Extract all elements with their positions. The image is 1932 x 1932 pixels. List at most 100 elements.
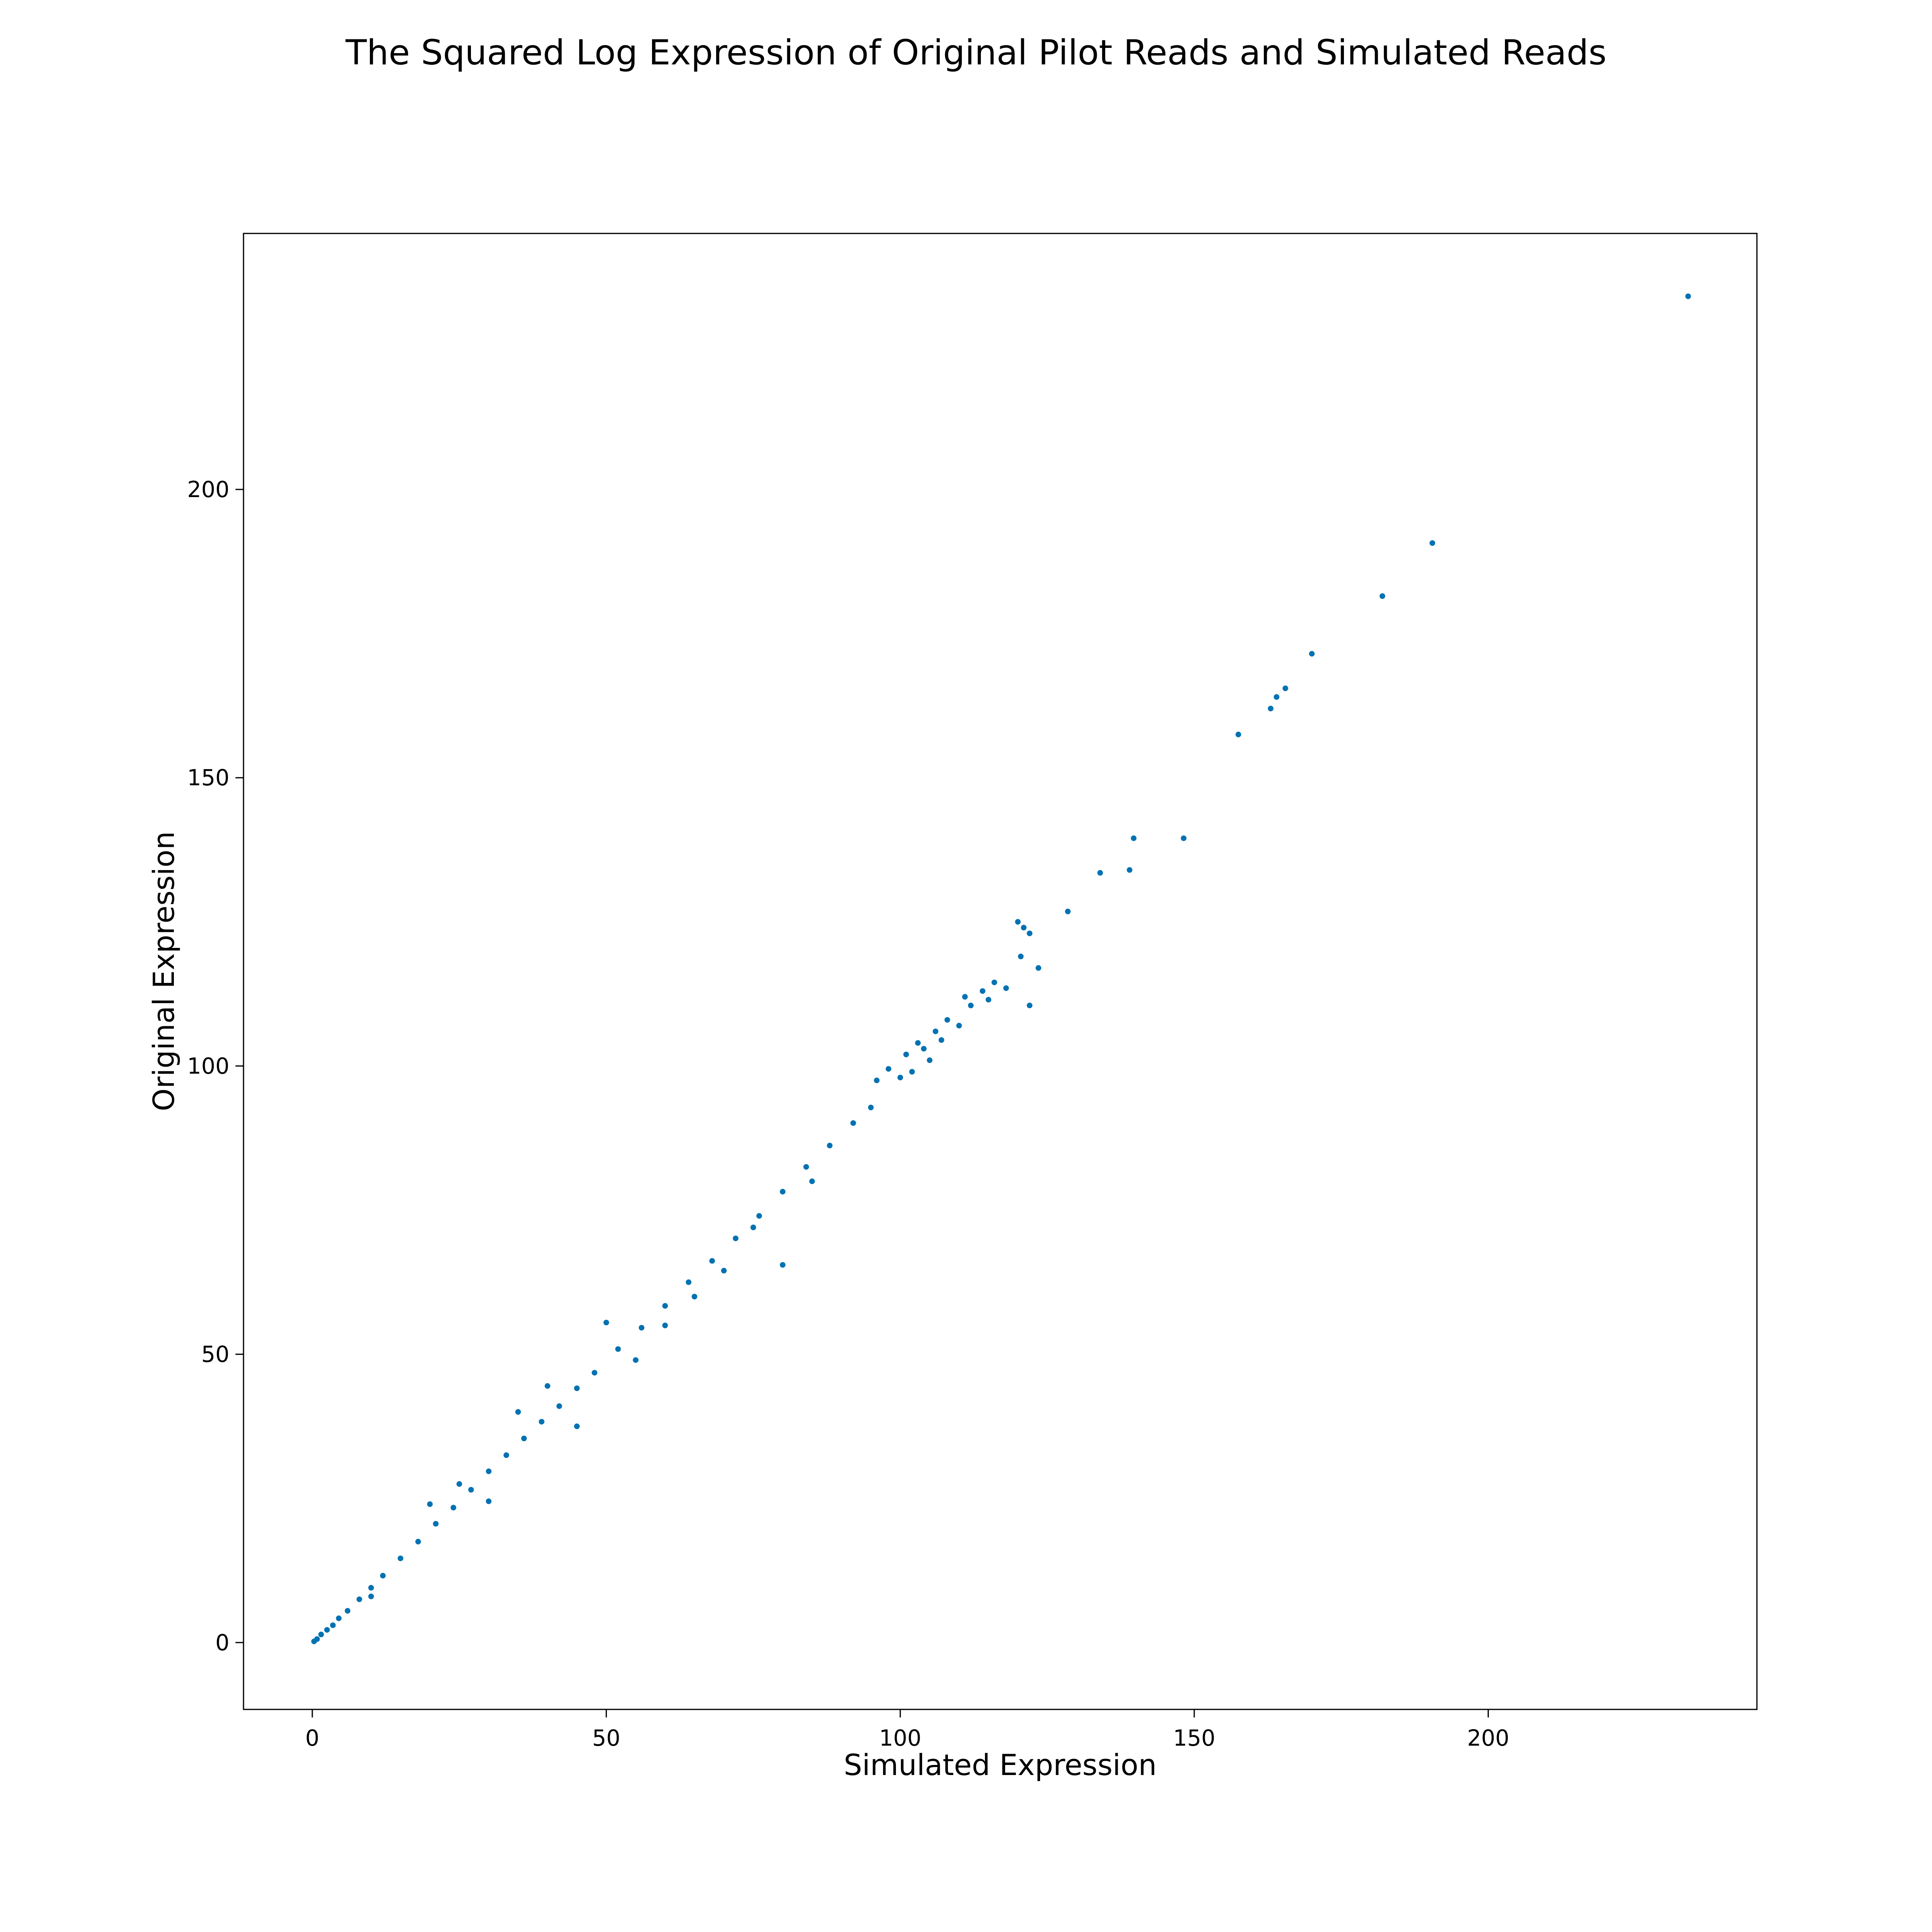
data-point (468, 1487, 474, 1493)
data-point (515, 1409, 521, 1415)
data-point (450, 1505, 456, 1511)
data-point (944, 1017, 950, 1023)
y-tick-label: 50 (201, 1342, 229, 1367)
data-point (927, 1057, 933, 1063)
data-point (1003, 985, 1009, 991)
data-point (933, 1028, 939, 1034)
data-point (615, 1346, 621, 1352)
data-point (1097, 870, 1103, 876)
data-point (1267, 706, 1274, 712)
data-points (311, 293, 1691, 1644)
data-point (1282, 685, 1288, 691)
data-point (574, 1385, 580, 1391)
data-point (415, 1539, 421, 1545)
data-point (1309, 651, 1315, 657)
data-point (780, 1262, 786, 1268)
data-point (1429, 540, 1435, 546)
data-point (336, 1615, 342, 1621)
x-tick-label: 200 (1467, 1725, 1509, 1751)
data-point (1181, 835, 1187, 841)
data-point (685, 1279, 691, 1285)
data-point (691, 1294, 698, 1300)
data-point (345, 1608, 351, 1614)
data-point (968, 1003, 974, 1009)
data-point (956, 1023, 962, 1029)
data-point (1021, 925, 1027, 931)
chart-title: The Squared Log Expression of Original P… (345, 33, 1607, 73)
data-point (427, 1501, 433, 1507)
data-point (803, 1164, 809, 1170)
data-point (1235, 731, 1241, 737)
data-point (1127, 867, 1133, 873)
data-point (368, 1593, 374, 1600)
data-point (330, 1622, 336, 1628)
data-point (486, 1468, 492, 1474)
data-point (356, 1596, 362, 1602)
y-tick-label: 150 (187, 765, 229, 791)
data-point (962, 994, 968, 1000)
data-point (1035, 965, 1041, 971)
data-point (850, 1120, 856, 1126)
data-point (556, 1403, 562, 1409)
data-point (733, 1235, 739, 1241)
data-point (921, 1046, 927, 1052)
data-point (750, 1224, 756, 1230)
data-point (503, 1452, 509, 1458)
y-tick-label: 200 (187, 477, 229, 502)
data-point (721, 1267, 727, 1274)
data-point (709, 1258, 715, 1264)
data-point (1274, 694, 1280, 700)
data-point (574, 1423, 580, 1429)
data-point (314, 1636, 320, 1642)
data-point (486, 1498, 492, 1504)
data-point (433, 1521, 439, 1527)
data-point (915, 1040, 921, 1046)
data-point (368, 1585, 374, 1591)
x-axis-label: Simulated Expression (844, 1748, 1157, 1782)
data-point (318, 1631, 324, 1637)
data-point (324, 1627, 330, 1633)
y-axis-label: Original Expression (147, 831, 181, 1111)
data-point (1027, 1003, 1033, 1009)
data-point (539, 1419, 545, 1425)
data-point (1685, 293, 1691, 299)
data-point (1027, 930, 1033, 936)
data-point (603, 1319, 609, 1325)
x-axis-ticks: 0 50 100 150 200 (305, 1709, 1509, 1751)
plot-background (244, 233, 1757, 1709)
data-point (886, 1066, 892, 1072)
x-tick-label: 50 (592, 1725, 620, 1751)
data-point (633, 1357, 639, 1363)
plot-frame (243, 233, 1758, 1710)
data-point (1065, 908, 1071, 914)
x-tick-label: 100 (879, 1725, 921, 1751)
data-point (868, 1104, 874, 1110)
data-point (456, 1481, 462, 1487)
y-axis-ticks: 0 50 100 150 200 (187, 477, 244, 1655)
y-tick-label: 100 (187, 1053, 229, 1079)
x-tick-label: 150 (1173, 1725, 1216, 1751)
data-point (985, 997, 991, 1003)
data-point (545, 1383, 551, 1389)
data-point (1379, 593, 1385, 599)
data-point (638, 1325, 644, 1331)
data-point (662, 1303, 668, 1309)
data-point (1015, 919, 1021, 925)
data-point (521, 1435, 527, 1441)
data-point (903, 1051, 909, 1057)
data-point (874, 1077, 880, 1084)
x-tick-label: 0 (305, 1725, 319, 1751)
data-point (938, 1037, 944, 1043)
y-tick-label: 0 (215, 1630, 229, 1655)
data-point (909, 1069, 915, 1075)
data-point (991, 979, 997, 985)
data-point (980, 988, 986, 994)
data-point (780, 1189, 786, 1195)
data-point (1018, 954, 1024, 960)
data-point (897, 1075, 903, 1081)
data-point (827, 1143, 833, 1149)
data-point (662, 1323, 668, 1329)
data-point (592, 1370, 598, 1376)
data-point (1131, 835, 1137, 841)
